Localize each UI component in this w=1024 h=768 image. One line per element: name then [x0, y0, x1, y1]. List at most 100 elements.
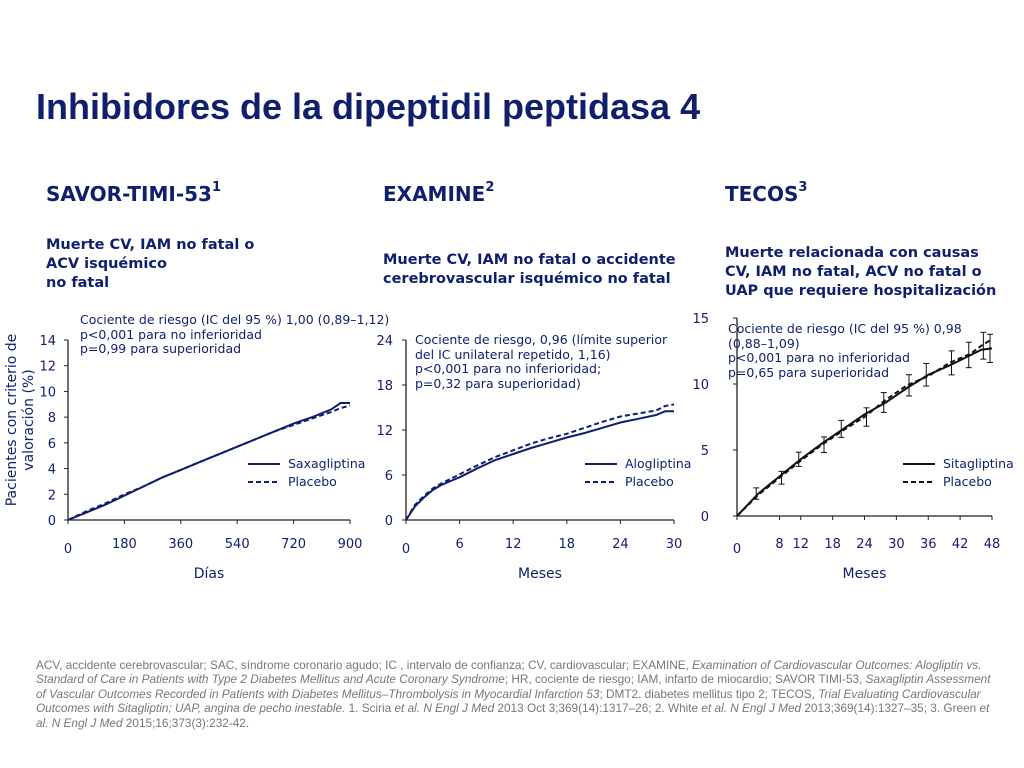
hr-line: p=0,32 para superioridad)	[415, 375, 581, 391]
footnote-text: 2015;16;373(3):232-42.	[122, 715, 250, 730]
hr-line: Cociente de riesgo, 0,96 (límite superio…	[415, 332, 668, 347]
endpoint-line: Muerte CV, IAM no fatal o accidente	[383, 252, 676, 268]
x-tick-label: 0	[402, 542, 410, 557]
legend-label: Placebo	[943, 474, 992, 489]
y-tick-label: 8	[48, 411, 56, 426]
footnote-italic: et al. N Engl J Med	[36, 701, 990, 730]
trial-name-savor: SAVOR-TIMI-531	[46, 180, 222, 206]
y-tick-label: 0	[385, 514, 393, 529]
series-line-placebo	[405, 403, 675, 521]
y-tick-label: 10	[692, 378, 709, 393]
legend-label: Placebo	[288, 474, 337, 489]
legend-label: Sitagliptina	[943, 456, 1014, 471]
x-tick-label: 0	[733, 542, 741, 557]
y-tick-label: 14	[39, 334, 56, 349]
y-tick-label: 2	[48, 488, 56, 503]
hr-line: p<0,001 para no inferioridad	[728, 350, 910, 365]
hazard-ratio-savor: Cociente de riesgo (IC del 95 %) 1,00 (0…	[80, 312, 390, 357]
x-tick-label: 18	[559, 537, 576, 552]
x-tick-label: 12	[792, 537, 809, 552]
footnote-italic: Saxagliptin Assessment of Vascular Outco…	[36, 672, 991, 701]
x-tick-label: 24	[612, 537, 629, 552]
footnote-text: 1. Sciria	[345, 701, 395, 716]
series-line-sitagliptina	[736, 347, 993, 517]
x-axis-label: Meses	[518, 566, 562, 582]
x-tick-label: 8	[775, 537, 783, 552]
slide-title: Inhibidores de la dipeptidil peptidasa 4	[36, 86, 701, 127]
footnote-italic: et al. N Engl J Med	[701, 701, 802, 716]
legend-label: Alogliptina	[625, 456, 691, 471]
y-tick-label: 24	[376, 334, 393, 349]
x-tick-label: 48	[984, 537, 1001, 552]
trial-name-text: EXAMINE	[383, 182, 486, 206]
hazard-ratio-tecos: Cociente de riesgo (IC del 95 %) 0,98 (0…	[728, 321, 962, 380]
trial-ref: 3	[798, 180, 808, 195]
x-tick-label: 540	[225, 537, 250, 552]
endpoint-line: ACV isquémico	[46, 256, 167, 272]
y-tick-label: 5	[701, 444, 709, 459]
x-tick-label: 24	[856, 537, 873, 552]
y-tick-label: 18	[376, 379, 393, 394]
y-tick-label: 4	[48, 463, 56, 478]
footnote-text: ; DMT2. diabetes mellitus tipo 2; TECOS,	[599, 686, 819, 701]
y-tick-label: 0	[48, 514, 56, 529]
endpoint-examine: Muerte CV, IAM no fatal o accidente cere…	[383, 251, 676, 289]
hr-line: Cociente de riesgo (IC del 95 %) 0,98	[728, 321, 962, 336]
hr-line: (0,88–1,09)	[728, 335, 800, 351]
footnote-italic: et al. N Engl J Med	[394, 701, 495, 716]
hr-line: p<0,001 para no inferioridad	[80, 326, 262, 342]
x-axis-label: Días	[194, 566, 225, 582]
x-tick-label: 12	[505, 537, 522, 552]
x-tick-label: 30	[666, 537, 683, 552]
trial-ref: 1	[211, 180, 222, 195]
series-line-alogliptina	[405, 410, 674, 521]
hr-line: p<0,001 para no inferioridad;	[415, 361, 602, 376]
endpoint-line: Muerte relacionada con causas	[725, 245, 979, 261]
x-tick-label: 360	[168, 537, 193, 552]
y-tick-label: 6	[385, 469, 393, 484]
legend-label: Placebo	[625, 474, 674, 489]
footnote-text: 2013 Oct 3;369(14):1317–26; 2. White	[494, 701, 702, 716]
series-line-placebo	[67, 404, 351, 521]
hr-line: Cociente de riesgo (IC del 95 %) 1,00 (0…	[80, 312, 390, 327]
x-tick-label: 180	[112, 537, 137, 552]
trial-ref: 2	[485, 180, 495, 195]
endpoint-line: no fatal	[46, 275, 110, 291]
x-tick-label: 30	[888, 537, 905, 552]
y-tick-label: 10	[39, 385, 56, 400]
footnote-text: ; HR, cociente de riesgo; IAM, infarto d…	[504, 672, 866, 687]
x-tick-label: 0	[64, 542, 72, 557]
trial-name-examine: EXAMINE2	[383, 180, 495, 206]
x-axis-label: Meses	[843, 566, 887, 582]
x-tick-label: 900	[338, 537, 363, 552]
legend-label: Saxagliptina	[288, 456, 365, 471]
y-tick-label: 12	[39, 360, 56, 375]
y-tick-label: 0	[701, 510, 709, 525]
trial-name-text: SAVOR-TIMI-53	[46, 182, 212, 206]
y-tick-label: 12	[376, 424, 393, 439]
hr-line: p=0,99 para superioridad	[80, 341, 242, 356]
endpoint-line: Muerte CV, IAM no fatal o	[46, 237, 255, 253]
hr-line: del IC unilateral repetido, 1,16)	[415, 346, 611, 362]
x-tick-label: 18	[824, 537, 841, 552]
footnote-text: 2013;369(14):1327–35; 3. Green	[801, 701, 980, 716]
trial-name-tecos: TECOS3	[725, 180, 808, 206]
hazard-ratio-examine: Cociente de riesgo, 0,96 (límite superio…	[415, 332, 668, 391]
y-tick-label: 6	[48, 437, 56, 452]
endpoint-line: cerebrovascular isquémico no fatal	[383, 271, 671, 287]
x-tick-label: 36	[920, 537, 937, 552]
footnote: ACV, accidente cerebrovascular; SAC, sín…	[36, 658, 996, 730]
footnote-italic: Examination of Cardiovascular Outcomes: …	[36, 658, 982, 687]
x-tick-label: 6	[455, 537, 463, 552]
endpoint-line: UAP que requiere hospitalización	[725, 283, 997, 299]
footnote-text: ACV, accidente cerebrovascular; SAC, sín…	[36, 658, 693, 672]
y-tick-label: 15	[692, 312, 709, 327]
x-tick-label: 42	[952, 537, 969, 552]
endpoint-tecos: Muerte relacionada con causas CV, IAM no…	[725, 244, 996, 301]
x-tick-label: 720	[281, 537, 306, 552]
endpoint-savor: Muerte CV, IAM no fatal o ACV isquémico …	[46, 236, 254, 293]
footnote-italic: Trial Evaluating Cardiovascular Outcomes…	[36, 686, 981, 716]
series-line-placebo	[736, 338, 993, 517]
trial-name-text: TECOS	[725, 182, 799, 206]
